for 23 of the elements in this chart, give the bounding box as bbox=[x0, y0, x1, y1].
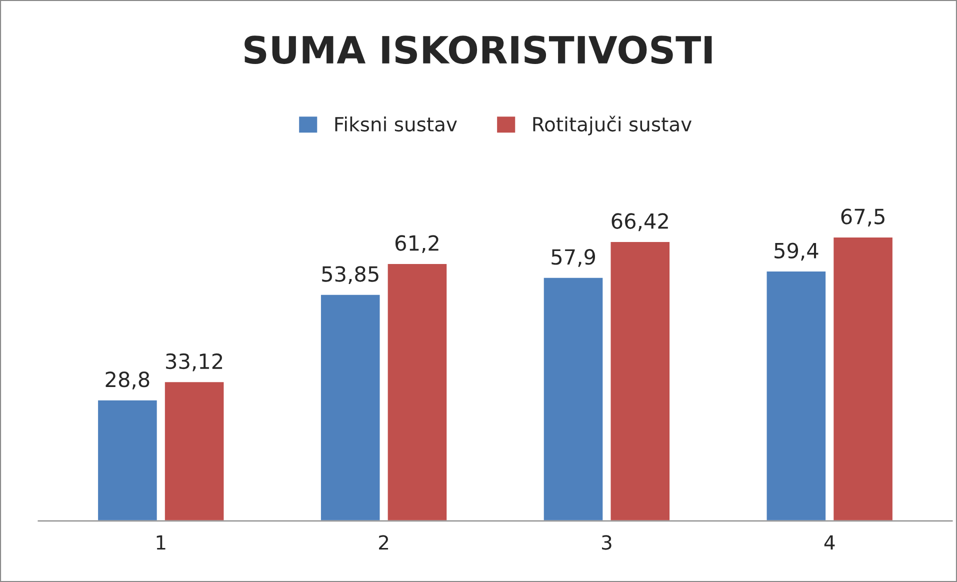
bar bbox=[542, 276, 604, 521]
legend-label: Rotitajuči sustav bbox=[533, 116, 692, 136]
data-label: 28,8 bbox=[106, 372, 150, 390]
x-tick-label: 1 bbox=[156, 535, 166, 550]
bar bbox=[320, 294, 382, 521]
data-label: 61,2 bbox=[395, 235, 438, 254]
legend-label: Fiksni sustav bbox=[335, 116, 457, 132]
chart-title: SUMA ISKORISTIVOSTI bbox=[244, 36, 712, 64]
bar bbox=[765, 270, 827, 521]
x-tick-label: 4 bbox=[824, 535, 835, 550]
x-tick-label: 2 bbox=[379, 535, 388, 550]
bar bbox=[832, 236, 894, 521]
data-label: 53,85 bbox=[322, 266, 378, 284]
x-tick-label: 3 bbox=[602, 535, 612, 550]
bar bbox=[609, 240, 671, 521]
bar bbox=[96, 398, 158, 521]
data-label: 33,12 bbox=[166, 353, 222, 372]
bar bbox=[386, 262, 448, 521]
data-label: 59,4 bbox=[774, 242, 818, 261]
data-label: 57,9 bbox=[552, 249, 595, 267]
data-label: 66,42 bbox=[612, 213, 668, 232]
bar bbox=[164, 380, 226, 521]
data-label: 67,5 bbox=[841, 208, 884, 227]
